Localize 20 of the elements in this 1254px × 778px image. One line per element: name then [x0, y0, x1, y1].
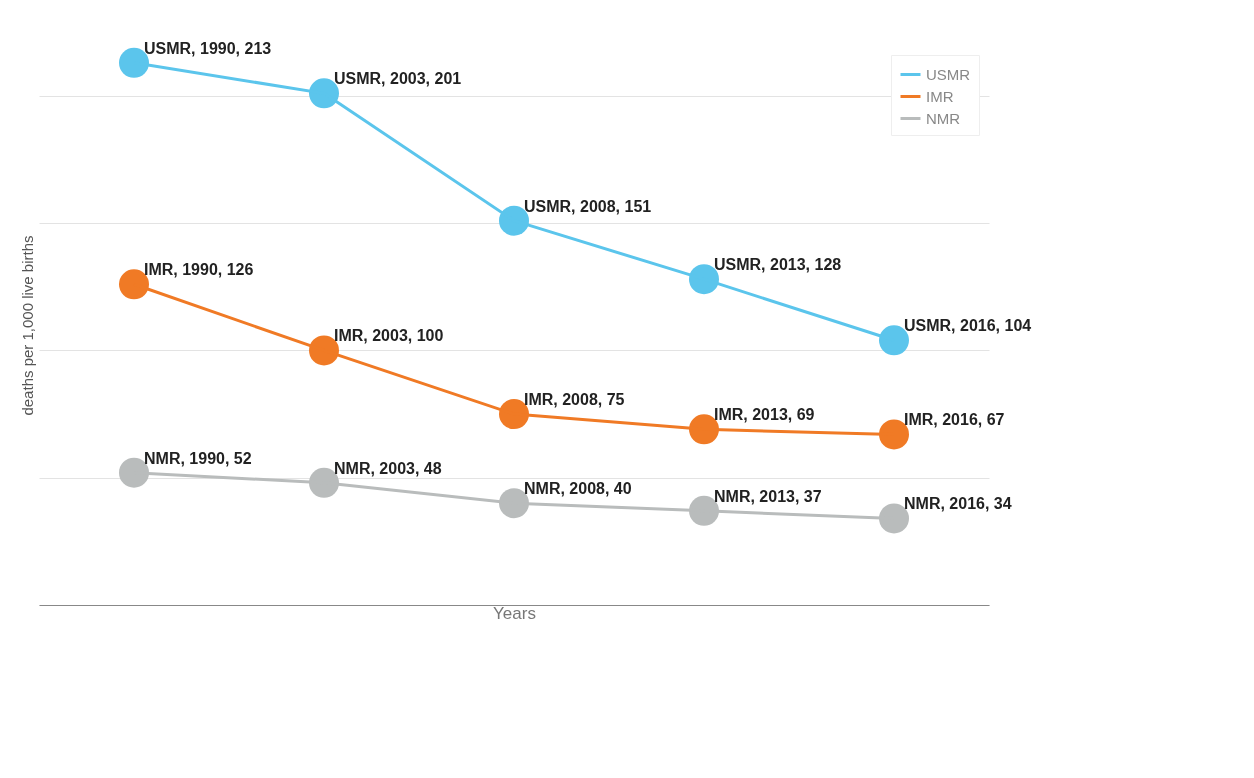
legend-label: USMR [926, 65, 971, 83]
x-axis-title: Years [493, 603, 536, 623]
data-label: NMR, 1990, 52 [144, 449, 252, 467]
y-axis-title: deaths per 1,000 live births [18, 235, 36, 416]
legend-label: NMR [926, 109, 961, 127]
data-label: IMR, 1990, 126 [144, 261, 254, 279]
data-label: NMR, 2016, 34 [904, 495, 1012, 513]
data-label: USMR, 2013, 128 [714, 256, 842, 274]
data-label: NMR, 2008, 40 [524, 480, 632, 498]
data-label: NMR, 2013, 37 [714, 487, 822, 505]
legend-label: IMR [926, 87, 954, 105]
data-label: IMR, 2016, 67 [904, 411, 1005, 429]
data-label: USMR, 1990, 213 [144, 39, 272, 57]
data-label: NMR, 2003, 48 [334, 459, 442, 477]
data-label: USMR, 2016, 104 [904, 317, 1032, 335]
data-label: IMR, 2003, 100 [334, 327, 444, 345]
data-label: IMR, 2008, 75 [524, 391, 625, 409]
data-label: IMR, 2013, 69 [714, 406, 815, 424]
data-label: USMR, 2003, 201 [334, 70, 462, 88]
data-label: USMR, 2008, 151 [524, 197, 652, 215]
